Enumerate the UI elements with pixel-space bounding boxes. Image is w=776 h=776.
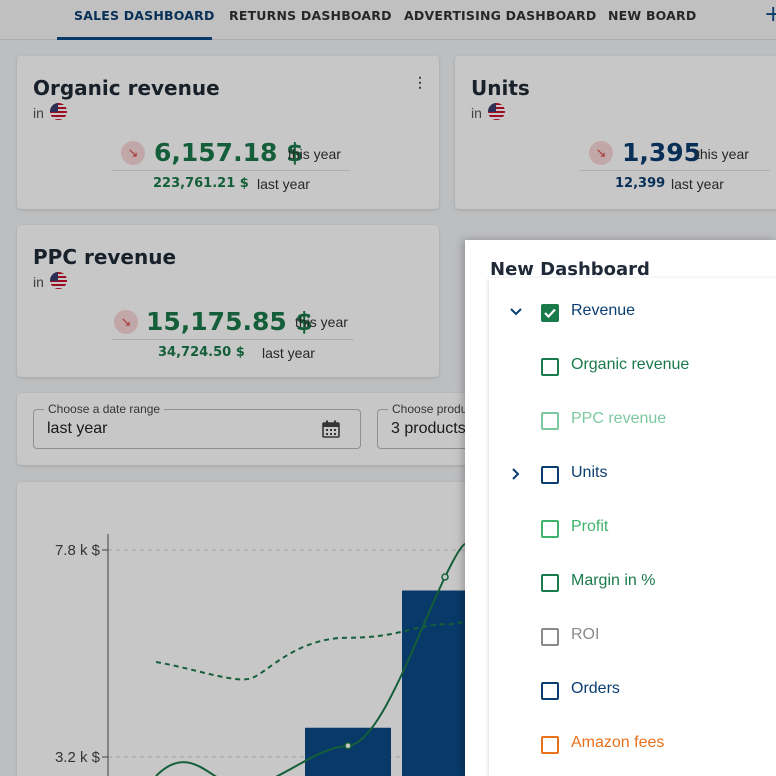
date-range-value: last year xyxy=(47,420,108,437)
card-marketplace-label: in xyxy=(33,105,44,121)
checkbox[interactable] xyxy=(541,466,559,484)
calendar-icon[interactable] xyxy=(322,420,340,438)
active-tab-indicator xyxy=(57,37,212,40)
tree-item-label: ROI xyxy=(571,626,600,643)
tree-item-revenue[interactable]: Revenue xyxy=(489,294,776,330)
card-marketplace-label: in xyxy=(33,274,44,290)
units-value: 1,395 xyxy=(622,138,702,167)
tree-item-label: Orders xyxy=(571,680,620,697)
check-icon xyxy=(544,308,556,319)
series-line-dashed xyxy=(155,617,466,681)
last-year-label: last year xyxy=(671,176,724,192)
checkbox[interactable] xyxy=(541,412,559,430)
ppc-revenue-card: PPC revenue in ↘ 15,175.85 $ this year 3… xyxy=(17,225,439,377)
tree-item-label: Margin in % xyxy=(571,572,656,589)
card-title: Organic revenue xyxy=(33,76,220,100)
units-card: Units in ↘ 1,395 this year 12,399 last y… xyxy=(455,56,776,209)
card-marketplace-label: in xyxy=(471,105,482,121)
chevron-down-icon[interactable] xyxy=(507,303,525,321)
us-flag-icon xyxy=(50,103,67,120)
units-last-year-value: 12,399 xyxy=(615,176,666,191)
checkbox[interactable] xyxy=(541,520,559,538)
tree-item-label: PPC revenue xyxy=(571,410,667,427)
tree-item-margin-in[interactable]: Margin in % xyxy=(489,564,776,600)
tab-sales-dashboard[interactable]: SALES DASHBOARD xyxy=(74,8,215,23)
last-year-label: last year xyxy=(257,176,310,192)
tree-item-units[interactable]: Units xyxy=(489,456,776,492)
divider xyxy=(112,170,350,171)
organic-last-year-value: 223,761.21 $ xyxy=(153,176,249,191)
trend-down-icon: ↘ xyxy=(114,310,138,334)
tree-item-orders[interactable]: Orders xyxy=(489,672,776,708)
tab-returns-dashboard[interactable]: RETURNS DASHBOARD xyxy=(229,8,392,23)
tree-item-amazon-fees[interactable]: Amazon fees xyxy=(489,726,776,762)
last-year-label: last year xyxy=(262,345,315,361)
tree-item-label: Amazon fees xyxy=(571,734,665,751)
tree-item-label: Profit xyxy=(571,518,609,535)
checkbox[interactable] xyxy=(541,682,559,700)
series-point xyxy=(441,573,449,581)
trend-down-icon: ↘ xyxy=(121,141,145,165)
organic-revenue-value: 6,157.18 $ xyxy=(154,138,304,167)
card-menu-icon[interactable]: ⋮ xyxy=(413,74,427,90)
tab-advertising-dashboard[interactable]: ADVERTISING DASHBOARD xyxy=(404,8,597,23)
tab-new-board[interactable]: NEW BOARD xyxy=(608,8,697,23)
dialog-title: New Dashboard xyxy=(490,259,650,280)
divider xyxy=(580,170,770,171)
y-tick-label: 7.8 k $ xyxy=(55,542,101,559)
bar xyxy=(402,590,466,776)
chevron-right-icon[interactable] xyxy=(507,465,525,483)
y-tick-label: 3.2 k $ xyxy=(55,749,101,766)
this-year-label: this year xyxy=(295,314,348,330)
tree-item-profit[interactable]: Profit xyxy=(489,510,776,546)
bar xyxy=(305,727,391,776)
card-title: PPC revenue xyxy=(33,245,177,269)
us-flag-icon xyxy=(488,103,505,120)
date-range-picker[interactable]: Choose a date range last year xyxy=(33,402,361,449)
checkbox[interactable] xyxy=(541,304,559,322)
tree-item-roi[interactable]: ROI xyxy=(489,618,776,654)
series-point xyxy=(344,742,352,750)
tree-item-organic-revenue[interactable]: Organic revenue xyxy=(489,348,776,384)
ppc-last-year-value: 34,724.50 $ xyxy=(158,345,245,360)
tree-item-label: Organic revenue xyxy=(571,356,690,373)
card-title: Units xyxy=(471,76,530,100)
dashboard-tabs: SALES DASHBOARD RETURNS DASHBOARD ADVERT… xyxy=(0,0,776,40)
this-year-label: this year xyxy=(696,146,749,162)
metric-tree: Revenue Organic revenue PPC revenue Units Pr… xyxy=(489,278,776,776)
checkbox[interactable] xyxy=(541,574,559,592)
product-select-legend: Choose produ xyxy=(388,402,472,416)
us-flag-icon xyxy=(50,272,67,289)
organic-revenue-card: Organic revenue in ⋮ ↘ 6,157.18 $ this y… xyxy=(17,56,439,209)
trend-down-icon: ↘ xyxy=(589,141,613,165)
checkbox[interactable] xyxy=(541,628,559,646)
tree-item-label: Revenue xyxy=(571,302,636,319)
ppc-revenue-value: 15,175.85 $ xyxy=(146,307,313,336)
checkbox[interactable] xyxy=(541,358,559,376)
tree-item-ppc-revenue[interactable]: PPC revenue xyxy=(489,402,776,438)
this-year-label: this year xyxy=(288,146,341,162)
checkbox[interactable] xyxy=(541,736,559,754)
product-select-value: 3 products xyxy=(391,420,466,437)
tree-item-label: Units xyxy=(571,464,608,481)
date-range-legend: Choose a date range xyxy=(44,402,165,416)
revenue-chart: 7.8 k $ 3.2 k $ xyxy=(55,534,466,776)
new-dashboard-dialog: New Dashboard Revenue Organic revenue PPC … xyxy=(465,240,776,776)
divider xyxy=(112,339,354,340)
add-tab-button[interactable]: + xyxy=(764,2,776,27)
